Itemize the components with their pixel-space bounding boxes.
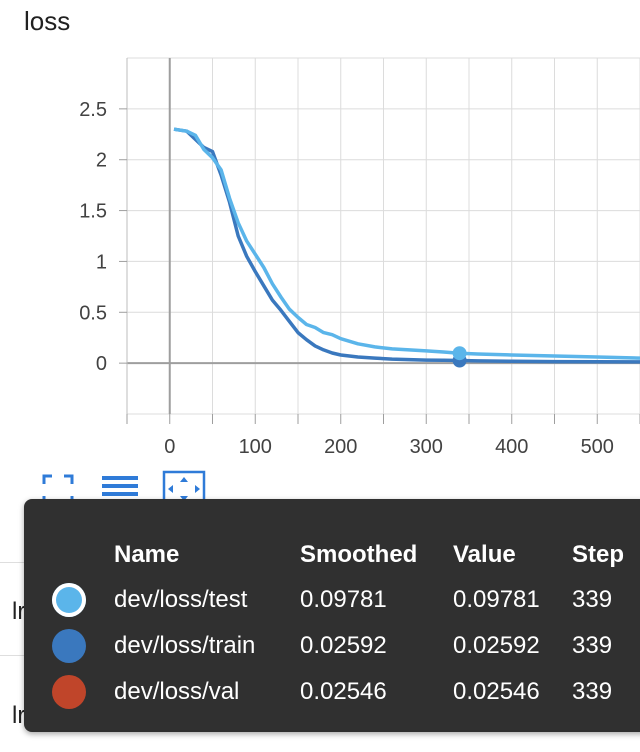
header-step: Step: [572, 541, 625, 568]
y-tick-label: 1: [96, 251, 107, 273]
series-swatch-train: [52, 629, 86, 663]
y-tick-label: 1.5: [79, 201, 107, 223]
row-value: 0.02546: [453, 678, 540, 705]
x-tick-label: 100: [239, 436, 272, 458]
x-tick-label: 500: [581, 436, 614, 458]
row-name: dev/loss/test: [114, 586, 248, 613]
row-step: 339: [572, 586, 613, 613]
hover-point-test: [452, 346, 467, 361]
row-name: dev/loss/train: [114, 632, 256, 659]
x-tick-label: 0: [164, 436, 175, 458]
row-smoothed: 0.02546: [300, 678, 387, 705]
header-value: Value: [453, 541, 516, 568]
row-value: 0.09781: [453, 586, 540, 613]
series-line-train: [173, 127, 640, 364]
header-smoothed: Smoothed: [300, 541, 418, 568]
series-swatch-val: [52, 675, 86, 709]
row-value: 0.02592: [453, 632, 540, 659]
row-smoothed: 0.02592: [300, 632, 387, 659]
data-tooltip: Name Smoothed Value Step dev/loss/test 0…: [24, 499, 640, 732]
loss-chart[interactable]: 0 0.5 1 1.5 2 2.5 0 100 200 300 400 500: [0, 0, 640, 470]
y-tick-label: 0.5: [79, 302, 107, 324]
header-name: Name: [114, 541, 180, 568]
x-tick-label: 400: [495, 436, 528, 458]
y-tick-label: 0: [96, 353, 107, 375]
row-step: 339: [572, 632, 613, 659]
row-name: dev/loss/val: [114, 678, 240, 705]
lr-card-label: lr: [12, 702, 26, 729]
row-smoothed: 0.09781: [300, 586, 387, 613]
x-tick-label: 300: [410, 436, 443, 458]
series-line-test: [173, 127, 640, 360]
y-tick-label: 2: [96, 150, 107, 172]
series-swatch-test: [52, 583, 86, 617]
chart-title: loss: [24, 6, 71, 36]
row-step: 339: [572, 678, 613, 705]
x-tick-label: 200: [324, 436, 357, 458]
lr-card-label: lr: [12, 598, 26, 625]
y-tick-label: 2.5: [79, 99, 107, 121]
